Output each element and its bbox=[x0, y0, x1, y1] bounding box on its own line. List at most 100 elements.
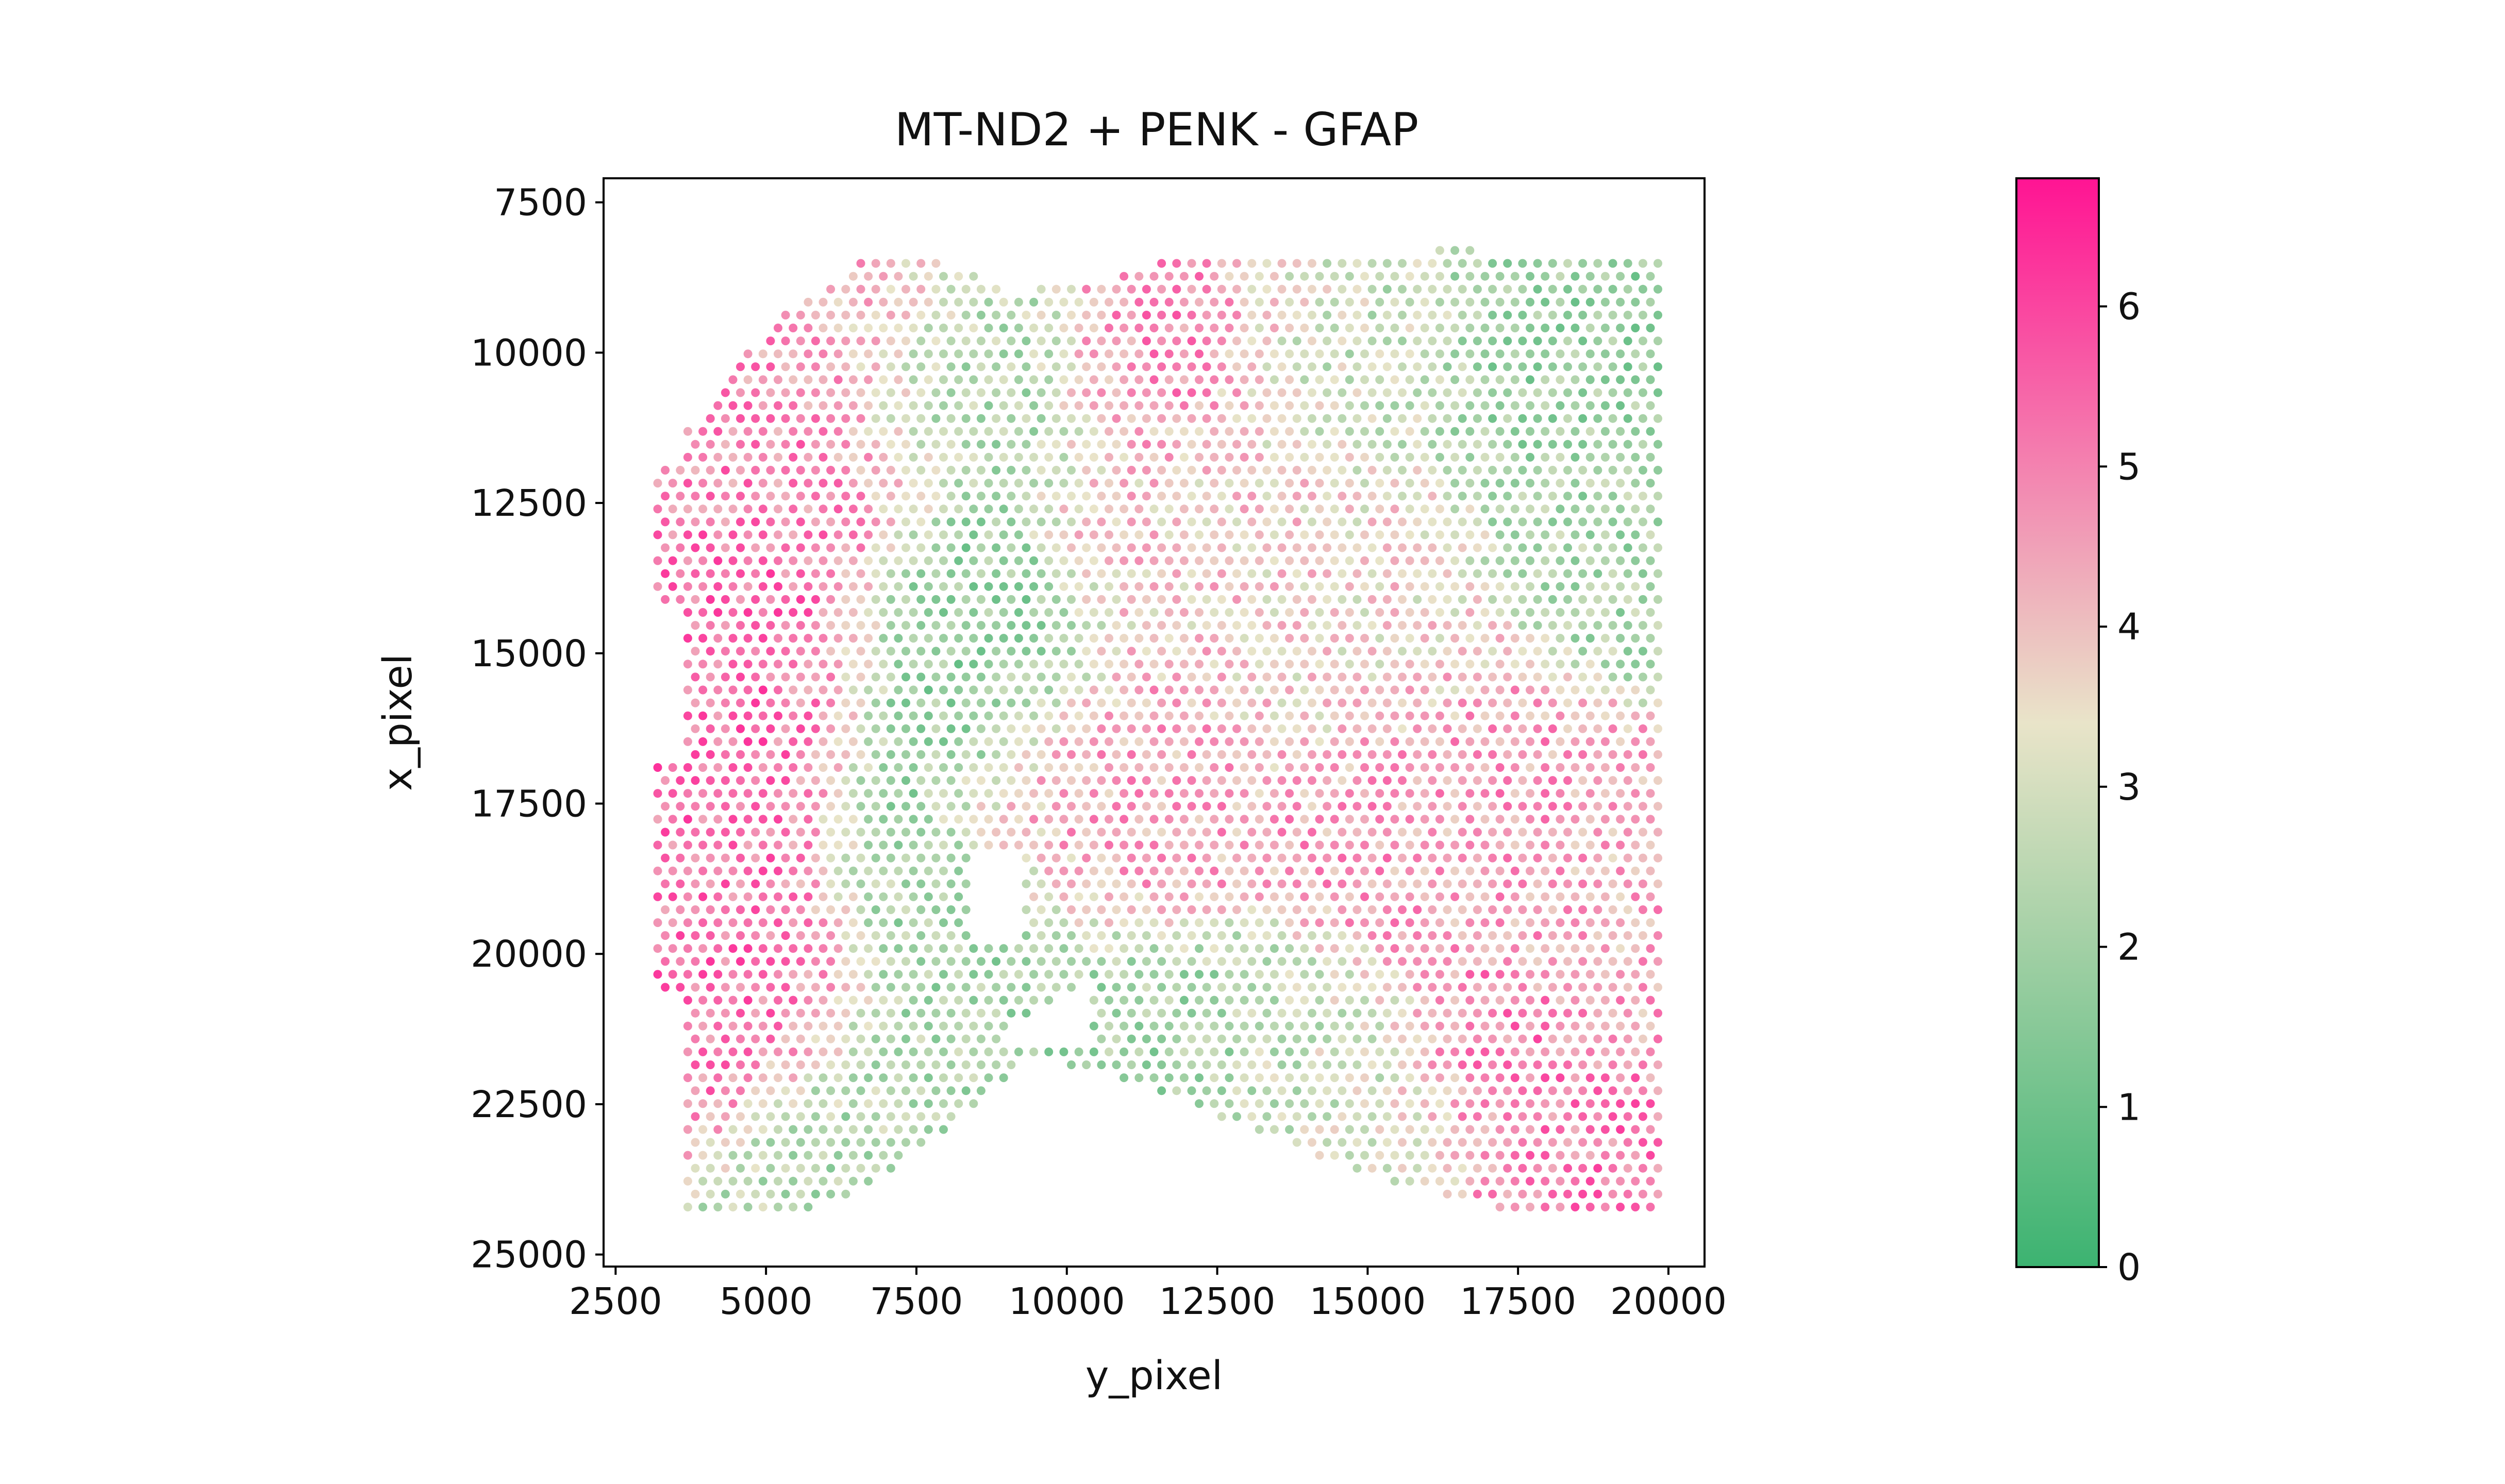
data-point bbox=[1074, 608, 1083, 617]
data-point bbox=[1405, 272, 1414, 281]
data-point bbox=[1120, 608, 1129, 617]
data-point bbox=[1029, 634, 1039, 643]
data-point bbox=[894, 1151, 903, 1160]
data-point bbox=[1631, 608, 1640, 617]
data-point bbox=[1330, 582, 1339, 591]
data-point bbox=[1458, 698, 1467, 707]
data-point bbox=[1646, 349, 1655, 359]
data-point bbox=[833, 685, 843, 695]
data-point bbox=[1315, 427, 1324, 436]
data-point bbox=[879, 504, 888, 514]
data-point bbox=[1654, 311, 1662, 319]
data-point bbox=[1217, 828, 1226, 837]
data-point bbox=[1556, 763, 1565, 772]
data-point bbox=[1638, 724, 1647, 733]
data-point bbox=[1563, 311, 1572, 319]
data-point bbox=[1593, 414, 1602, 423]
data-point bbox=[1112, 828, 1121, 837]
data-point bbox=[976, 414, 986, 423]
data-point bbox=[1473, 1163, 1482, 1173]
data-point bbox=[1051, 311, 1061, 319]
data-point bbox=[1563, 750, 1572, 759]
y-tick-label: 7500 bbox=[494, 181, 587, 224]
data-point bbox=[1315, 634, 1324, 643]
data-point bbox=[909, 789, 918, 798]
data-point bbox=[871, 957, 880, 966]
data-point bbox=[1082, 569, 1091, 578]
data-point bbox=[1044, 504, 1054, 514]
data-point bbox=[1112, 595, 1121, 604]
data-point bbox=[833, 1151, 843, 1160]
data-point bbox=[833, 1125, 843, 1134]
data-point bbox=[1345, 272, 1354, 281]
data-point bbox=[1352, 879, 1362, 888]
data-point bbox=[1420, 1125, 1429, 1134]
data-point bbox=[811, 1086, 820, 1095]
data-point bbox=[992, 595, 1001, 604]
data-point bbox=[871, 905, 880, 914]
data-point bbox=[1029, 763, 1039, 772]
data-point bbox=[743, 1021, 753, 1031]
data-point bbox=[1608, 1189, 1617, 1199]
data-point bbox=[1473, 362, 1482, 372]
data-point bbox=[1548, 311, 1557, 319]
data-point bbox=[683, 737, 692, 746]
data-point bbox=[1413, 853, 1422, 863]
data-point bbox=[1007, 724, 1016, 733]
data-point bbox=[999, 608, 1008, 617]
data-point bbox=[1443, 802, 1452, 811]
data-point bbox=[1352, 440, 1362, 449]
data-point bbox=[1571, 737, 1580, 746]
data-point bbox=[1149, 944, 1159, 953]
data-point bbox=[871, 621, 880, 630]
data-point bbox=[961, 724, 971, 733]
data-point bbox=[668, 789, 677, 798]
data-point bbox=[1623, 1189, 1632, 1199]
data-point bbox=[1338, 1112, 1347, 1121]
data-point bbox=[1480, 1073, 1490, 1083]
data-point bbox=[1503, 284, 1512, 294]
data-point bbox=[1202, 362, 1211, 372]
data-point bbox=[924, 452, 933, 462]
data-point bbox=[1195, 660, 1204, 669]
data-point bbox=[946, 879, 956, 888]
data-point bbox=[1443, 621, 1452, 630]
data-point bbox=[1179, 918, 1189, 927]
data-point bbox=[1247, 1112, 1257, 1121]
data-point bbox=[1600, 660, 1610, 669]
data-point bbox=[819, 1151, 828, 1160]
data-point bbox=[811, 543, 820, 552]
data-point bbox=[1022, 828, 1031, 837]
data-point bbox=[676, 879, 685, 888]
data-point bbox=[1307, 828, 1316, 837]
data-point bbox=[1495, 272, 1505, 281]
data-point bbox=[1044, 297, 1054, 307]
data-point bbox=[1232, 1008, 1241, 1018]
data-point bbox=[999, 427, 1008, 436]
data-point bbox=[1007, 672, 1016, 682]
data-point bbox=[946, 569, 956, 578]
data-point bbox=[1112, 569, 1121, 578]
data-point bbox=[992, 957, 1001, 966]
data-point bbox=[804, 375, 813, 384]
data-point bbox=[1149, 401, 1159, 410]
data-point bbox=[909, 970, 918, 979]
data-point bbox=[939, 452, 948, 462]
data-point bbox=[1330, 324, 1339, 332]
data-point bbox=[1187, 828, 1196, 837]
data-point bbox=[1097, 569, 1106, 578]
data-point bbox=[826, 672, 836, 682]
data-point bbox=[1608, 698, 1617, 707]
data-point bbox=[931, 440, 941, 449]
data-point bbox=[1616, 272, 1625, 281]
data-point bbox=[901, 647, 910, 656]
data-point bbox=[1292, 466, 1301, 475]
data-point bbox=[954, 711, 963, 720]
data-point bbox=[1473, 1138, 1482, 1147]
data-point bbox=[1187, 905, 1196, 914]
data-point bbox=[1315, 297, 1324, 307]
data-point bbox=[931, 647, 941, 656]
data-point bbox=[1367, 362, 1377, 372]
data-point bbox=[826, 336, 836, 346]
data-point bbox=[1097, 1034, 1106, 1043]
